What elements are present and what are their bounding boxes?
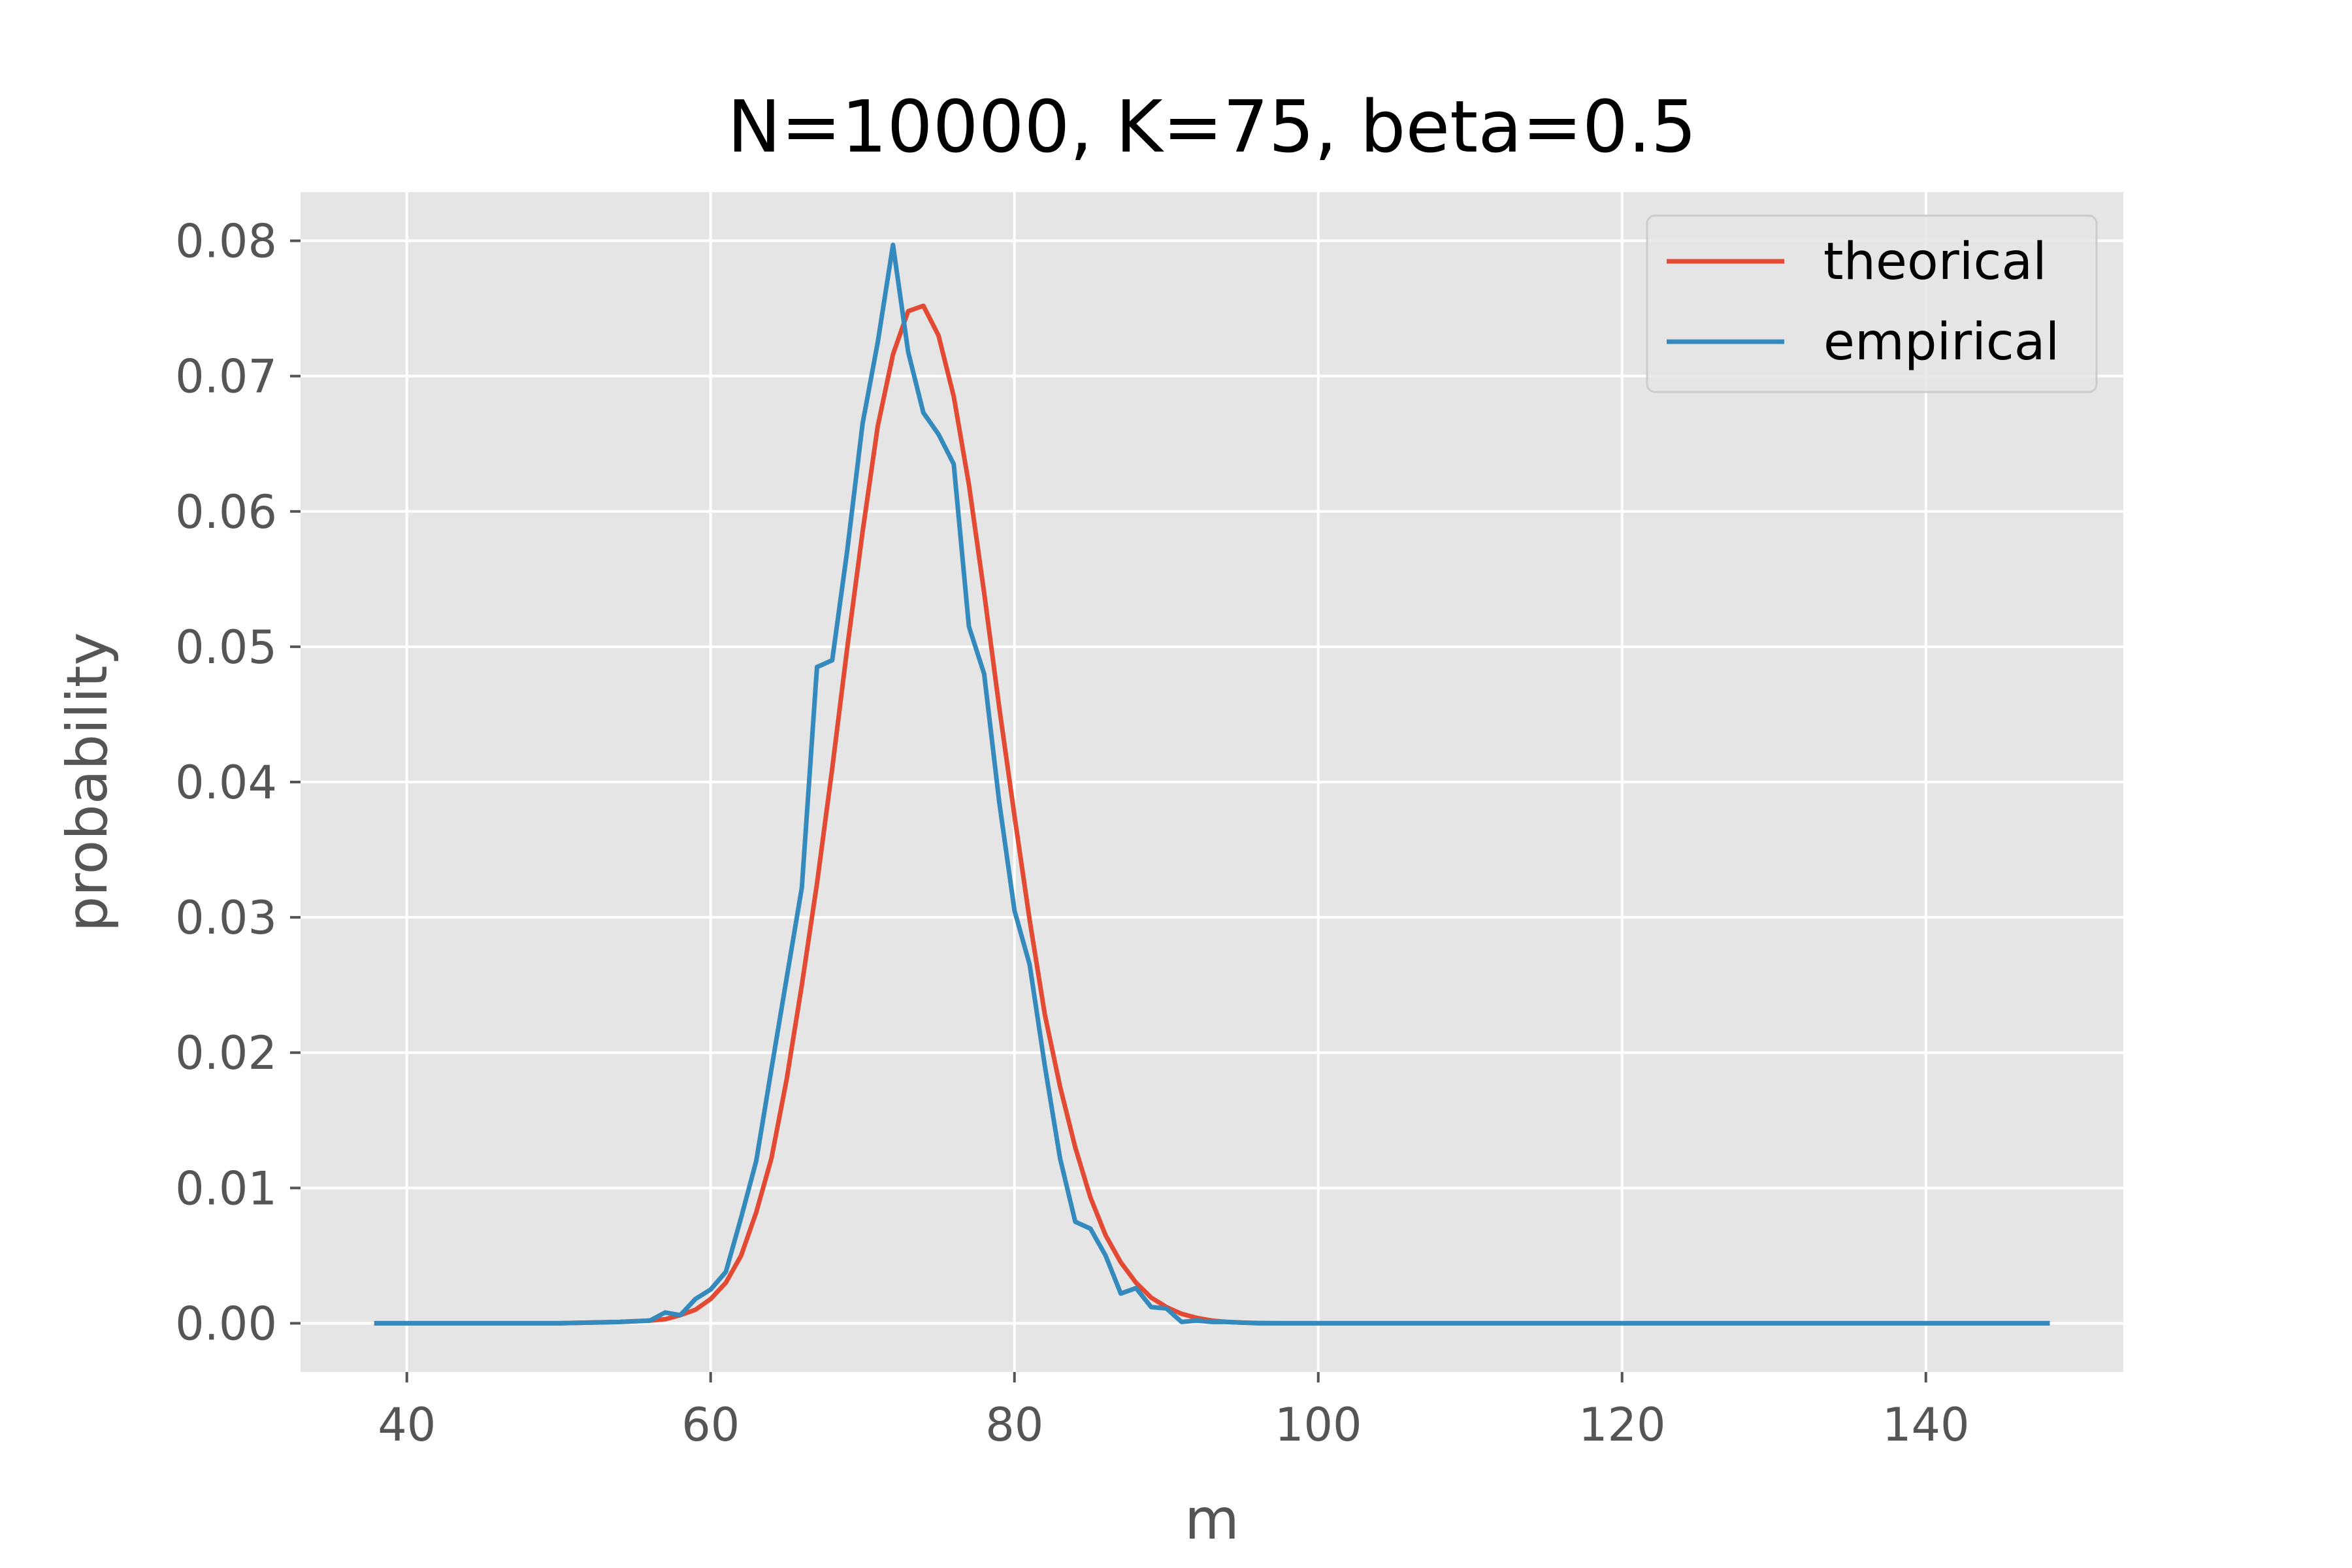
series-group [374, 242, 2050, 1326]
y-tick-label: 0.04 [175, 756, 277, 809]
legend-label-empirical: empirical [1823, 313, 2059, 372]
y-tick-label: 0.05 [175, 621, 277, 674]
series-line-theorical [374, 303, 2050, 1326]
y-tick-label: 0.01 [175, 1162, 277, 1215]
y-tick-label: 0.03 [175, 891, 277, 945]
grid [301, 192, 2123, 1372]
x-ticks: 40 60 80 100 120 140 [378, 1372, 1970, 1452]
x-tick-label: 100 [1275, 1398, 1362, 1452]
x-tick-label: 60 [681, 1398, 740, 1452]
y-tick-label: 0.08 [175, 215, 277, 269]
x-tick-label: 80 [985, 1398, 1043, 1452]
x-tick-label: 120 [1578, 1398, 1666, 1452]
x-tick-label: 40 [378, 1398, 436, 1452]
legend: theorical empirical [1646, 214, 2098, 393]
x-tick-label: 140 [1882, 1398, 1970, 1452]
y-tick-label: 0.06 [175, 485, 277, 539]
y-tick-label: 0.07 [175, 350, 277, 404]
y-tick-label: 0.02 [175, 1026, 277, 1080]
y-ticks: 0.00 0.01 0.02 0.03 0.04 0.05 0.06 0.07 0.08 [175, 215, 301, 1350]
x-axis-label: m [1184, 1487, 1239, 1552]
y-axis-label: probability [55, 632, 120, 932]
legend-label-theorical: theorical [1823, 233, 2047, 291]
y-tick-label: 0.00 [175, 1297, 277, 1350]
chart-title: N=10000, K=75, beta=0.5 [727, 85, 1697, 169]
series-line-empirical [374, 242, 2050, 1326]
